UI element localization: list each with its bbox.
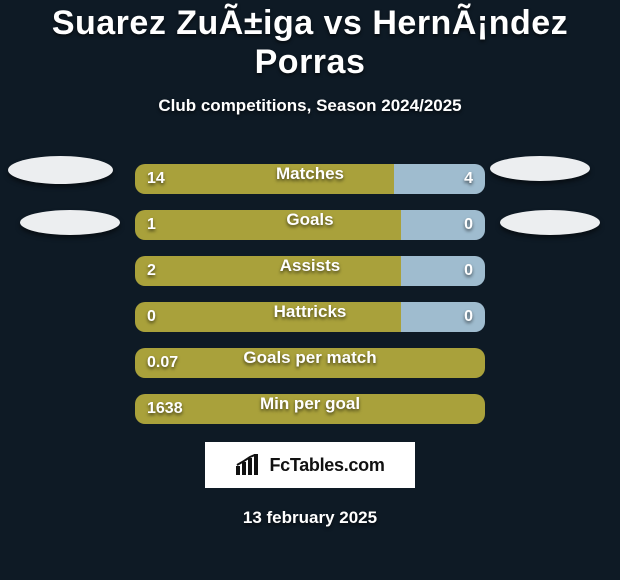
stat-value-right: 4	[464, 170, 473, 188]
stat-value-left: 2	[147, 262, 156, 280]
stat-bar: 00Hattricks	[135, 302, 485, 332]
stat-bar-left: 2	[135, 256, 401, 286]
stat-row: 144Matches	[0, 156, 620, 202]
stat-bar: 10Goals	[135, 210, 485, 240]
stat-bar-right: 0	[401, 302, 485, 332]
date-label: 13 february 2025	[0, 508, 620, 528]
stat-bar-left: 1	[135, 210, 401, 240]
stat-row: 0.07Goals per match	[0, 340, 620, 386]
stat-row: 20Assists	[0, 248, 620, 294]
stat-row: 1638Min per goal	[0, 386, 620, 432]
stat-bar: 1638Min per goal	[135, 394, 485, 424]
stat-bar-right: 0	[401, 256, 485, 286]
fctables-logo: FcTables.com	[205, 442, 415, 488]
stat-value-right: 0	[464, 308, 473, 326]
stat-bar-right: 0	[401, 210, 485, 240]
stat-bar-left: 1638	[135, 394, 473, 424]
page-title: Suarez ZuÃ±iga vs HernÃ¡ndez Porras	[0, 4, 620, 82]
stat-bar-right	[473, 394, 485, 424]
stat-bar: 144Matches	[135, 164, 485, 194]
stat-bar-right: 4	[394, 164, 485, 194]
stat-value-left: 0	[147, 308, 156, 326]
logo-text: FcTables.com	[269, 455, 384, 476]
stat-value-left: 0.07	[147, 354, 178, 372]
stat-bar-left: 0.07	[135, 348, 473, 378]
comparison-card: Suarez ZuÃ±iga vs HernÃ¡ndez Porras Club…	[0, 0, 620, 528]
stat-value-right: 0	[464, 216, 473, 234]
stat-bar-right	[473, 348, 485, 378]
stat-bar-left: 0	[135, 302, 401, 332]
stat-bar: 0.07Goals per match	[135, 348, 485, 378]
stat-row: 00Hattricks	[0, 294, 620, 340]
chart-area: 144Matches10Goals20Assists00Hattricks0.0…	[0, 156, 620, 432]
stat-bar: 20Assists	[135, 256, 485, 286]
chart-icon	[235, 454, 263, 476]
stat-row: 10Goals	[0, 202, 620, 248]
stat-value-right: 0	[464, 262, 473, 280]
stat-value-left: 1	[147, 216, 156, 234]
stat-bar-left: 14	[135, 164, 394, 194]
stat-value-left: 1638	[147, 400, 183, 418]
subtitle: Club competitions, Season 2024/2025	[0, 96, 620, 116]
stat-value-left: 14	[147, 170, 165, 188]
